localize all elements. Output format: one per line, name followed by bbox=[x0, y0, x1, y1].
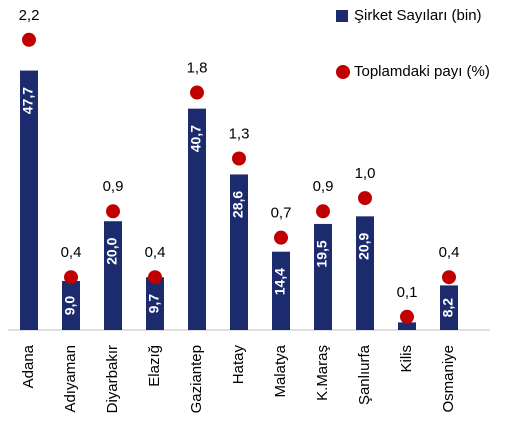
dot bbox=[106, 204, 120, 219]
bar bbox=[62, 281, 80, 330]
dot bbox=[22, 32, 36, 47]
x-tick-label: K.Maraş bbox=[314, 345, 331, 401]
dot bbox=[148, 270, 162, 285]
bar-value-label: 9,7 bbox=[146, 294, 162, 314]
legend-swatch bbox=[336, 10, 348, 22]
bar bbox=[314, 223, 332, 330]
dot bbox=[400, 309, 414, 324]
dot bbox=[232, 151, 246, 166]
x-tick-label: Kilis bbox=[398, 345, 415, 373]
dot-value-label: 1,0 bbox=[355, 165, 376, 182]
dot-value-label: 0,7 bbox=[271, 205, 292, 222]
x-tick-label: Malatya bbox=[272, 344, 289, 397]
x-tick-label: Hatay bbox=[230, 345, 247, 385]
bar-value-label: 20,0 bbox=[104, 237, 120, 264]
dot-value-label: 0,9 bbox=[103, 178, 124, 195]
bar-value-label: 19,5 bbox=[314, 240, 330, 267]
x-tick-label: Osmaniye bbox=[440, 345, 457, 413]
bar-value-label: 14,4 bbox=[272, 268, 288, 295]
bar-value-label: 9,0 bbox=[62, 296, 78, 316]
x-tick-label: Adana bbox=[20, 344, 37, 388]
bar bbox=[146, 277, 164, 330]
bar-value-label: 47,7 bbox=[20, 87, 36, 114]
bar-value-label: 20,9 bbox=[356, 232, 372, 259]
x-tick-label: Gaziantep bbox=[188, 345, 205, 413]
dot-value-label: 1,3 bbox=[229, 125, 250, 142]
dot bbox=[274, 230, 288, 245]
bar bbox=[440, 285, 458, 330]
x-tick-label: Şanlıurfa bbox=[356, 344, 373, 405]
x-tick-label: Adıyaman bbox=[62, 345, 79, 413]
dot-value-label: 2,2 bbox=[19, 7, 40, 24]
dot-value-label: 0,9 bbox=[313, 178, 334, 195]
legend-label: Toplamdaki payı (%) bbox=[354, 63, 490, 80]
bar bbox=[230, 174, 248, 330]
bar bbox=[104, 221, 122, 330]
dot bbox=[64, 270, 78, 285]
bar bbox=[398, 322, 416, 330]
bar bbox=[272, 251, 290, 330]
bar-value-label: 40,7 bbox=[188, 125, 204, 152]
legend-label: Şirket Sayıları (bin) bbox=[354, 7, 482, 24]
bar bbox=[356, 216, 374, 330]
dot-value-label: 1,8 bbox=[187, 60, 208, 77]
bar-value-label: 8,2 bbox=[440, 298, 456, 318]
x-tick-label: Elazığ bbox=[146, 345, 163, 387]
dot bbox=[316, 204, 330, 219]
bar bbox=[188, 108, 206, 330]
legend-swatch bbox=[336, 65, 350, 79]
dot-value-label: 0,4 bbox=[145, 244, 166, 261]
dot-value-label: 0,4 bbox=[61, 244, 82, 261]
x-tick-label: Diyarbakır bbox=[104, 345, 121, 413]
dot bbox=[190, 85, 204, 100]
bar bbox=[20, 70, 38, 330]
dot-value-label: 0,1 bbox=[397, 284, 418, 301]
dot bbox=[358, 191, 372, 206]
dot-value-label: 0,4 bbox=[439, 244, 460, 261]
bar-value-label: 28,6 bbox=[230, 191, 246, 218]
dot bbox=[442, 270, 456, 285]
